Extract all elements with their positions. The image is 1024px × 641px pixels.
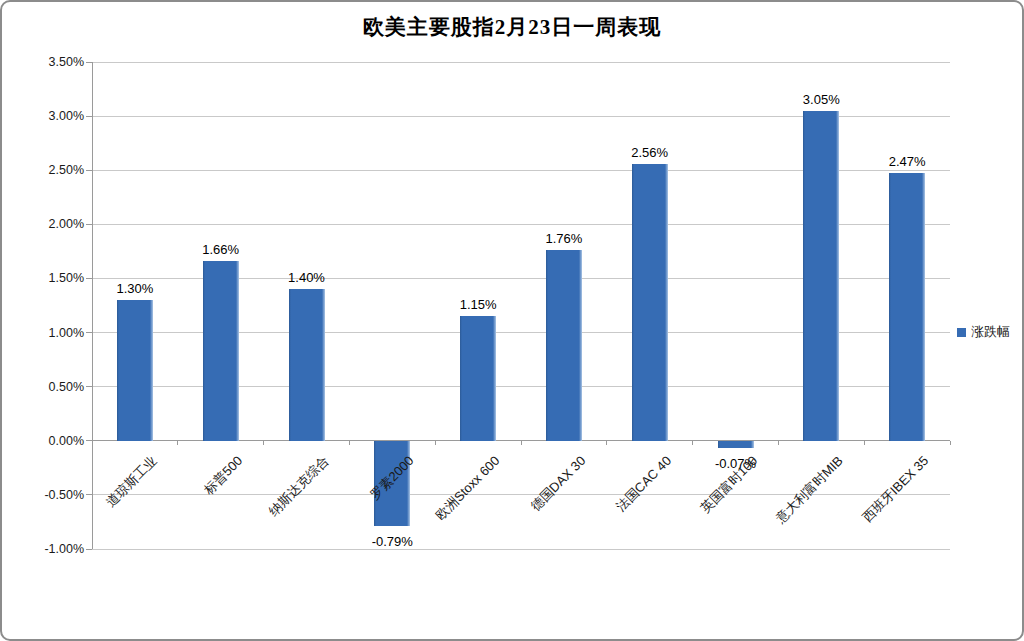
x-axis-tick	[177, 441, 178, 445]
y-axis-tick-label: 2.00%	[22, 216, 84, 232]
bar-3[interactable]	[289, 289, 325, 441]
gridline	[92, 549, 950, 550]
gridline	[92, 62, 950, 63]
category-label: 法国CAC 40	[613, 453, 674, 514]
y-axis-tick-label: 1.50%	[22, 270, 84, 286]
bar-value-label: 1.76%	[529, 231, 599, 247]
category-label: 道琼斯工业	[103, 453, 160, 510]
y-axis-tick-label: 2.50%	[22, 162, 84, 178]
x-axis-tick	[692, 441, 693, 445]
x-axis-tick	[864, 441, 865, 445]
chart-canvas: 欧美主要股指2月23日一周表现 3.50%3.00%2.50%2.00%1.50…	[0, 0, 1024, 641]
plot-area: 3.50% 3.00% 2.50% 2.00% 1.50% 1.00% 0.50% 0.00%…	[2, 2, 1024, 641]
bar-8[interactable]	[718, 441, 754, 449]
category-label: 西班牙IBEX 35	[860, 453, 932, 525]
bar-1[interactable]	[117, 300, 153, 441]
bar-7[interactable]	[632, 164, 668, 441]
bar-value-label: 1.30%	[100, 281, 170, 297]
y-axis-tick-label: 1.00%	[22, 325, 84, 341]
bar-value-label: 1.15%	[443, 297, 513, 313]
x-axis-tick	[950, 441, 951, 445]
category-label: 纳斯达克综合	[265, 453, 331, 519]
y-axis-line	[92, 62, 93, 549]
y-axis-tick-label: 0.50%	[22, 379, 84, 395]
legend-swatch-icon	[957, 328, 966, 337]
y-axis-tick-label: 3.50%	[22, 54, 84, 70]
bar-6[interactable]	[546, 250, 582, 440]
bar-10[interactable]	[889, 173, 925, 440]
x-axis-tick	[778, 441, 779, 445]
bar-value-label: 2.56%	[615, 145, 685, 161]
category-label: 标普500	[201, 453, 245, 497]
bar-value-label: 1.66%	[186, 242, 256, 258]
bar-value-label: 3.05%	[786, 92, 856, 108]
x-axis-tick	[606, 441, 607, 445]
y-axis-tick-label: -0.50%	[22, 487, 84, 503]
legend-label: 涨跌幅	[971, 323, 1010, 341]
x-axis-tick	[521, 441, 522, 445]
category-label: 德国DAX 30	[528, 453, 589, 514]
x-axis-tick	[435, 441, 436, 445]
category-label: 欧洲Stoxx 600	[433, 453, 503, 523]
bar-value-label: 2.47%	[872, 154, 942, 170]
bar-value-label: 1.40%	[272, 270, 342, 286]
y-axis-tick-label: 0.00%	[22, 433, 84, 449]
y-axis-tick-label: -1.00%	[22, 541, 84, 557]
category-label: 意大利富时MIB	[773, 453, 846, 526]
bar-9[interactable]	[803, 111, 839, 441]
y-axis-tick-label: 3.00%	[22, 108, 84, 124]
x-axis-tick	[349, 441, 350, 445]
x-axis-tick	[263, 441, 264, 445]
gridline	[92, 494, 950, 495]
bar-value-label: -0.79%	[357, 534, 427, 550]
bar-5[interactable]	[460, 316, 496, 440]
bar-2[interactable]	[203, 261, 239, 441]
legend[interactable]: 涨跌幅	[957, 323, 1010, 341]
